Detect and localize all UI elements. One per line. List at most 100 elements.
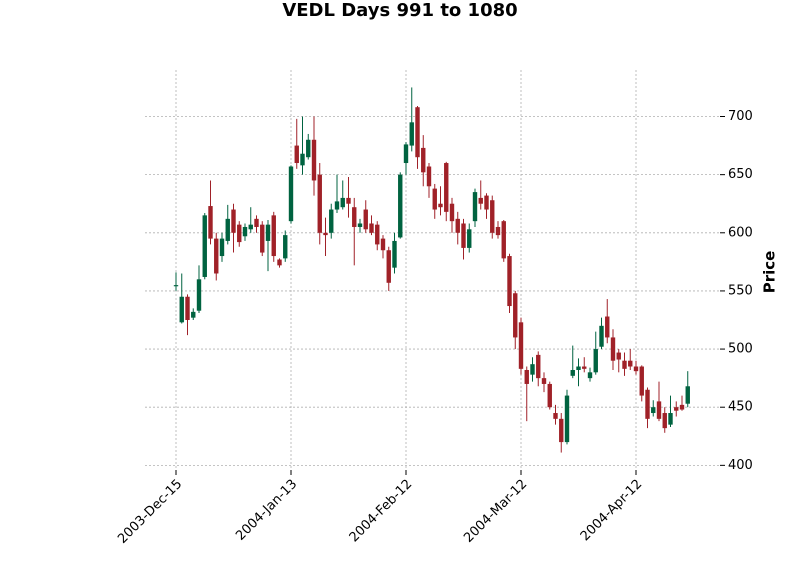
candle-body <box>582 366 587 369</box>
candle-body <box>311 139 317 181</box>
candle-body <box>478 197 483 204</box>
candle-body <box>645 389 650 419</box>
candle-body <box>633 366 639 372</box>
candle-body <box>513 293 518 338</box>
candle-body <box>656 401 662 419</box>
candle-body <box>484 195 489 210</box>
candle-body <box>248 224 253 230</box>
candle-body <box>237 224 242 243</box>
candle-body <box>564 395 570 443</box>
y-tick-label: 650 <box>728 167 753 182</box>
candle-body <box>323 232 328 236</box>
candle-body <box>662 413 667 429</box>
x-tick-label: 2004-Mar-12 <box>461 477 530 546</box>
candle-body <box>265 224 271 241</box>
candle-body <box>685 386 690 404</box>
candle-body <box>432 188 437 210</box>
candle-body <box>375 224 380 245</box>
candle-body <box>398 174 403 238</box>
candle-body <box>363 209 368 230</box>
candle-body <box>392 240 397 268</box>
candle-body <box>426 166 432 187</box>
candle-body <box>254 218 259 227</box>
x-tick-label: 2004-Jan-13 <box>233 477 300 544</box>
candle-body <box>334 201 340 210</box>
candle-body <box>518 322 524 369</box>
x-tick-label: 2004-Feb-12 <box>347 477 416 546</box>
y-tick-label: 550 <box>728 283 753 298</box>
candle-body <box>173 285 179 287</box>
candle-body <box>530 364 535 375</box>
candle-body <box>495 226 501 236</box>
candle-body <box>605 316 610 338</box>
candle-body <box>467 229 472 248</box>
candle-body <box>553 413 558 419</box>
y-tick-label: 700 <box>728 109 753 124</box>
candle-body <box>346 197 351 204</box>
candle-body <box>444 163 449 212</box>
candle-body <box>455 218 460 233</box>
candle-body <box>271 215 276 257</box>
candle-body <box>214 238 219 274</box>
y-tick-label: 600 <box>728 225 753 240</box>
candle-body <box>185 296 190 320</box>
candle-body <box>587 372 593 379</box>
candle-body <box>294 145 299 164</box>
candle-body <box>524 370 529 384</box>
candle-body <box>559 418 564 443</box>
candle-body <box>179 296 184 323</box>
candle-body <box>472 192 478 222</box>
candle-body <box>306 139 311 158</box>
candle-body <box>651 407 656 414</box>
candle-body <box>674 407 679 411</box>
candle-body <box>380 238 386 251</box>
candle-body <box>231 209 236 233</box>
candle-body <box>386 250 391 283</box>
candle-body <box>541 378 547 384</box>
y-tick-label: 450 <box>728 400 753 415</box>
candle-body <box>369 223 374 233</box>
candle-body <box>202 215 207 277</box>
y-axis-label: Price <box>761 251 779 294</box>
candle-body <box>329 209 334 233</box>
y-tick-label: 500 <box>728 342 753 357</box>
x-tick-label: 2004-Apr-12 <box>578 477 645 544</box>
candle-body <box>340 197 345 208</box>
candle-body <box>403 144 409 164</box>
candle-body <box>288 166 294 222</box>
candle-body <box>536 354 541 379</box>
y-tick-label: 400 <box>728 458 753 473</box>
candle-body <box>461 223 466 248</box>
candle-body <box>438 203 443 208</box>
candle-body <box>260 224 265 253</box>
candle-body <box>639 366 644 396</box>
candle-body <box>507 256 512 307</box>
candle-body <box>409 122 414 146</box>
candle-body <box>242 226 248 237</box>
x-tick-label: 2003-Dec-15 <box>115 477 185 547</box>
candle-body <box>576 366 581 370</box>
candle-body <box>208 206 213 239</box>
candle-body <box>196 279 202 311</box>
candle-body <box>352 207 357 227</box>
candle-body <box>593 349 598 373</box>
candle-body <box>300 153 305 166</box>
candle-body <box>599 325 604 347</box>
candle-body <box>610 337 616 361</box>
chart-title: VEDL Days 991 to 1080 <box>282 0 517 21</box>
candle-body <box>317 174 322 233</box>
candle-body <box>191 311 196 318</box>
candle-body <box>357 223 363 227</box>
candle-body <box>679 404 685 410</box>
candle-body <box>501 221 506 259</box>
candle-body <box>421 147 426 173</box>
candle-body <box>628 360 633 367</box>
candle-body <box>490 200 495 233</box>
candle-body <box>622 360 627 369</box>
candle-body <box>668 413 673 425</box>
candle-body <box>277 259 282 266</box>
candle-body <box>415 107 420 158</box>
candle-body <box>616 352 621 360</box>
candle-body <box>449 203 455 222</box>
